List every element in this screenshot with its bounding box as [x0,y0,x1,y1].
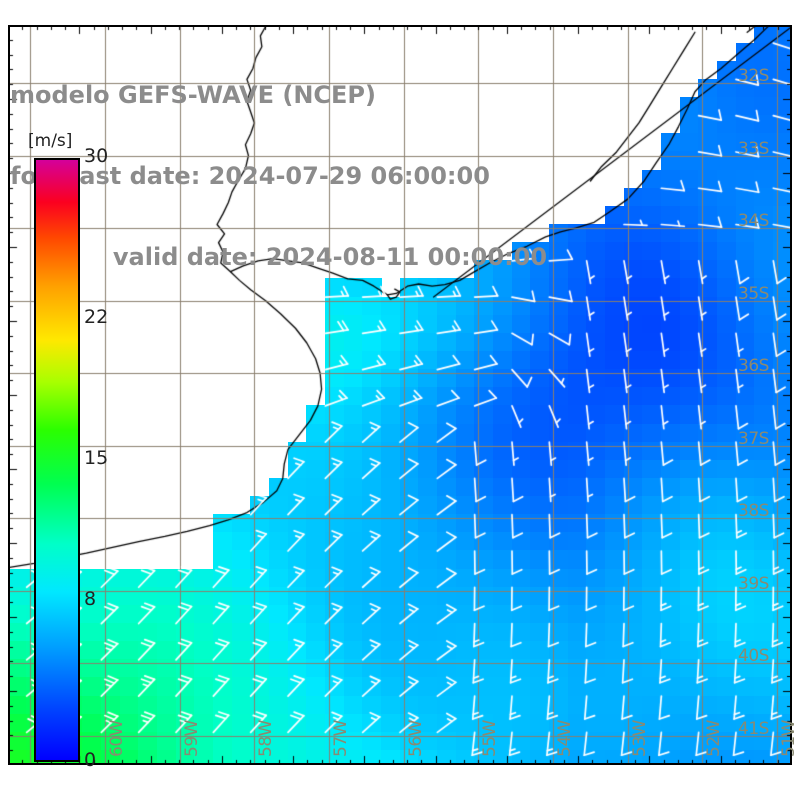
colorbar-tick-label: 8 [84,587,97,610]
latitude-label: 35S [738,283,769,304]
colorbar-tick-label: 15 [84,447,109,469]
longitude-label: 56W [405,720,426,757]
longitude-label: 59W [181,720,202,757]
map-plot-area [8,25,792,765]
colorbar-unit-label: [m/s] [28,131,73,151]
longitude-label: 57W [331,720,352,757]
latitude-label: 32S [738,66,769,87]
latitude-label: 37S [738,428,769,449]
latitude-label: 39S [738,573,769,594]
wind-barbs-overlay [8,25,792,765]
longitude-label: 52W [704,720,725,757]
latitude-label: 36S [738,356,769,377]
latitude-label: 40S [738,646,769,667]
latitude-label: 34S [738,211,769,232]
longitude-label: 55W [480,720,501,757]
longitude-label: 60W [107,720,128,757]
longitude-label: 51W [779,720,800,757]
colorbar-tick-label: 22 [84,306,109,329]
colorbar [34,158,80,762]
longitude-label: 54W [555,720,576,757]
colorbar-gradient [34,158,80,762]
latitude-label: 33S [738,138,769,159]
colorbar-tick-label: 0 [84,749,97,771]
longitude-label: 53W [629,720,650,757]
longitude-label: 58W [256,720,277,757]
latitude-label: 41S [738,718,769,739]
colorbar-tick-label: 30 [84,145,109,167]
latitude-label: 38S [738,501,769,522]
